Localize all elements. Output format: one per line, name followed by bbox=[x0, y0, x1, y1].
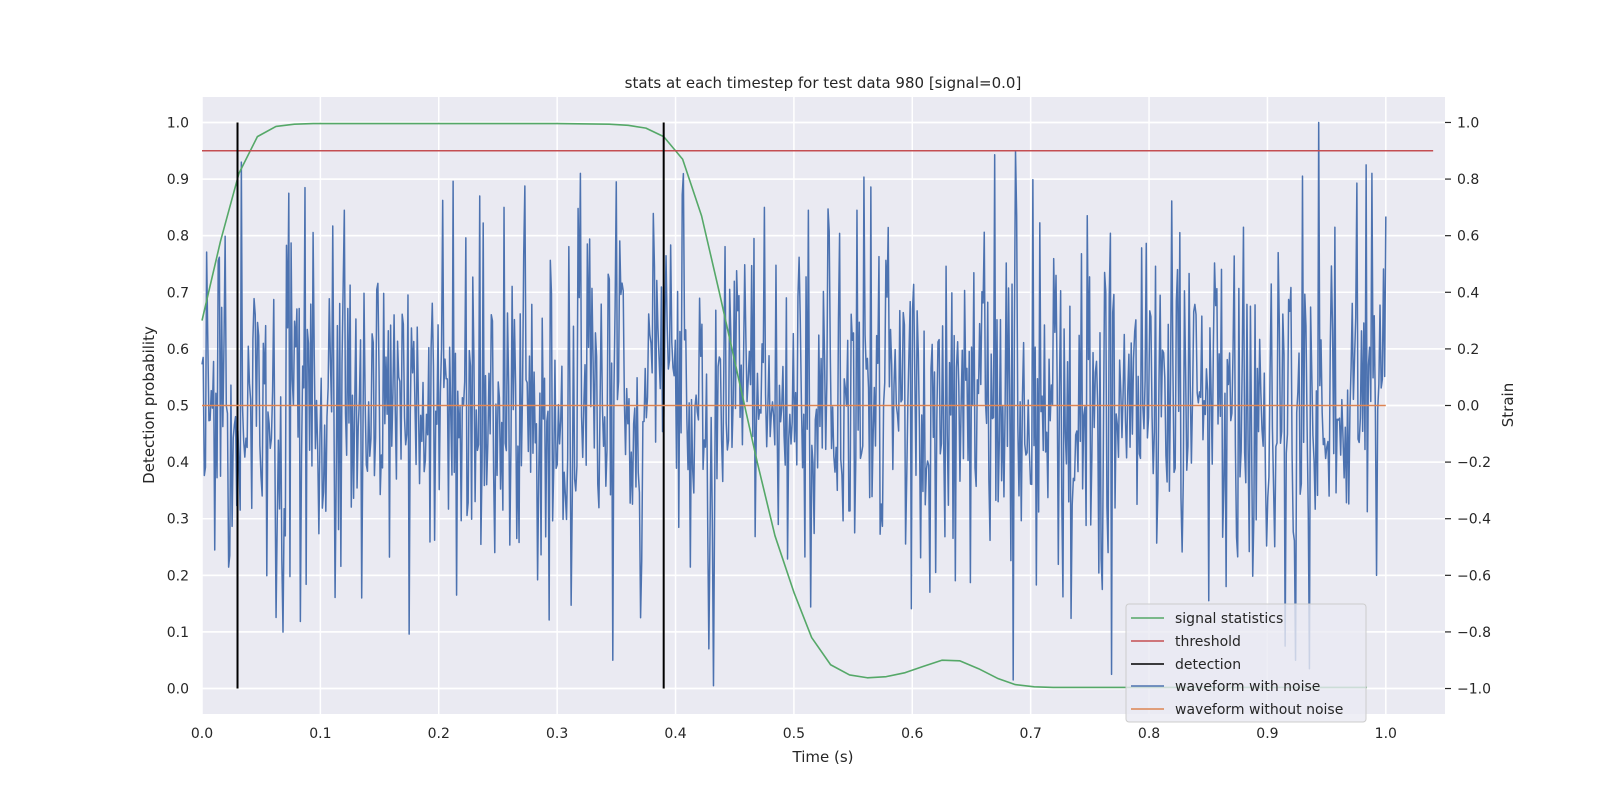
x-tick-label: 0.8 bbox=[1138, 726, 1160, 742]
series-layer bbox=[201, 121, 1434, 689]
y-left-tick-label: 1.0 bbox=[167, 115, 189, 131]
y-left-tick-label: 0.7 bbox=[167, 285, 189, 301]
y-left-tick-label: 0.6 bbox=[167, 342, 189, 358]
legend-entry-detection: detection bbox=[1131, 657, 1241, 673]
x-axis-label: Time (s) bbox=[792, 748, 854, 766]
y-left-tick-label: 0.3 bbox=[167, 512, 189, 528]
chart-title: stats at each timestep for test data 980… bbox=[625, 74, 1022, 92]
y-right-tick-label: 0.0 bbox=[1457, 399, 1479, 415]
x-tick-label: 0.9 bbox=[1256, 726, 1278, 742]
x-axis-ticks: 0.0 0.1 0.2 0.3 0.4 0.5 0.6 0.7 0.8 0.9 1.0 bbox=[191, 726, 1397, 742]
x-tick-label: 0.5 bbox=[783, 726, 805, 742]
legend-entry-signal-statistics: signal statistics bbox=[1131, 611, 1283, 627]
legend-entry-waveform-without-noise: waveform without noise bbox=[1131, 702, 1343, 718]
series-waveform-with-noise bbox=[201, 121, 1387, 687]
y-right-axis-label: Strain bbox=[1499, 383, 1517, 427]
x-tick-label: 0.7 bbox=[1020, 726, 1042, 742]
legend-label: signal statistics bbox=[1175, 611, 1283, 627]
legend-entry-waveform-with-noise: waveform with noise bbox=[1131, 679, 1320, 695]
y-left-tick-label: 0.0 bbox=[167, 682, 189, 698]
y-right-tick-label: −0.2 bbox=[1457, 455, 1491, 471]
y-right-tick-label: 1.0 bbox=[1457, 115, 1479, 131]
y-right-tick-label: −1.0 bbox=[1457, 682, 1491, 698]
y-left-axis-ticks: 0.0 0.1 0.2 0.3 0.4 0.5 0.6 0.7 0.8 0.9 1.0 bbox=[167, 115, 189, 697]
y-left-tick-label: 0.9 bbox=[167, 172, 189, 188]
y-left-tick-label: 0.1 bbox=[167, 625, 189, 641]
legend-label: waveform with noise bbox=[1175, 679, 1320, 695]
y-right-tick-label: 0.2 bbox=[1457, 342, 1479, 358]
x-tick-label: 0.6 bbox=[901, 726, 923, 742]
y-right-tick-label: 0.4 bbox=[1457, 285, 1479, 301]
legend-label: detection bbox=[1175, 657, 1241, 673]
y-right-tick-label: −0.4 bbox=[1457, 512, 1491, 528]
y-right-tick-label: −0.8 bbox=[1457, 625, 1491, 641]
y-left-tick-label: 0.5 bbox=[167, 399, 189, 415]
y-left-tick-label: 0.4 bbox=[167, 455, 189, 471]
x-tick-label: 0.2 bbox=[428, 726, 450, 742]
x-tick-label: 0.4 bbox=[664, 726, 686, 742]
legend-label: waveform without noise bbox=[1175, 702, 1343, 718]
series-signal-statistics bbox=[201, 122, 1367, 689]
x-tick-label: 0.1 bbox=[309, 726, 331, 742]
y-right-tick-label: −0.6 bbox=[1457, 568, 1491, 584]
y-right-tick-label: 0.6 bbox=[1457, 229, 1479, 245]
legend-label: threshold bbox=[1175, 634, 1241, 650]
legend: signal statistics threshold detection wa… bbox=[1125, 603, 1367, 723]
x-tick-label: 0.0 bbox=[191, 726, 213, 742]
x-tick-label: 0.3 bbox=[546, 726, 568, 742]
x-tick-label: 1.0 bbox=[1375, 726, 1397, 742]
y-right-tick-label: 0.8 bbox=[1457, 172, 1479, 188]
y-right-axis-ticks: −1.0 −0.8 −0.6 −0.4 −0.2 0.0 0.2 0.4 0.6 0.8 1.0 bbox=[1445, 115, 1491, 698]
legend-entry-threshold: threshold bbox=[1131, 634, 1241, 650]
y-left-tick-label: 0.2 bbox=[167, 568, 189, 584]
y-left-tick-label: 0.8 bbox=[167, 229, 189, 245]
legend-box bbox=[1125, 603, 1367, 723]
y-left-axis-label: Detection probability bbox=[140, 326, 158, 484]
